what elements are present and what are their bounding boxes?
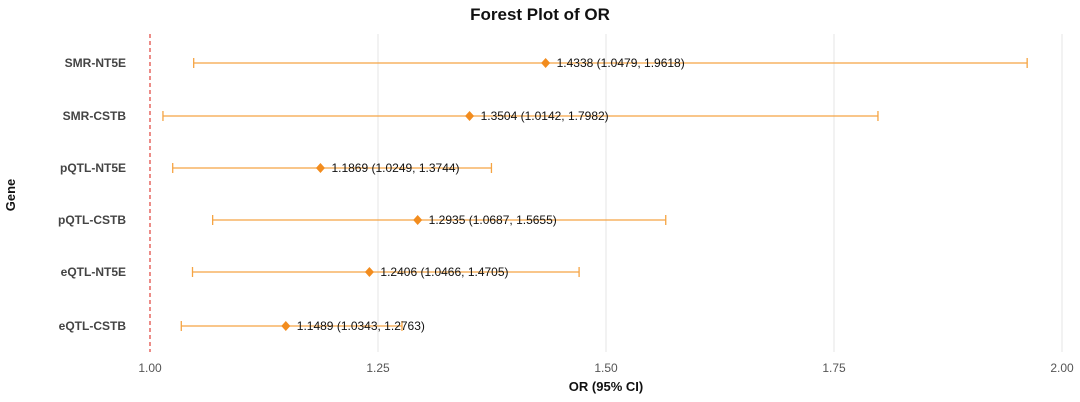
x-axis-label: OR (95% CI) <box>569 379 643 394</box>
chart-title: Forest Plot of OR <box>470 5 610 24</box>
or-point <box>315 163 325 173</box>
data-label: 1.2406 (1.0466, 1.4705) <box>380 265 508 279</box>
y-axis-label: Gene <box>3 179 18 212</box>
or-point <box>465 111 475 121</box>
y-tick-label: SMR-NT5E <box>65 56 126 70</box>
rows: SMR-NT5E 1.4338 (1.0479, 1.9618) SMR-CSTB 1… <box>58 56 1028 333</box>
data-label: 1.2935 (1.0687, 1.5655) <box>429 213 557 227</box>
x-tick-label: 1.00 <box>138 361 162 375</box>
y-tick-label: pQTL-NT5E <box>60 161 126 175</box>
y-tick-label: eQTL-NT5E <box>61 265 126 279</box>
or-point <box>541 58 551 68</box>
or-point <box>413 215 423 225</box>
x-axis-ticks: 1.00 1.25 1.50 1.75 2.00 <box>138 361 1074 375</box>
y-tick-label: pQTL-CSTB <box>58 213 126 227</box>
y-tick-label: SMR-CSTB <box>63 109 127 123</box>
data-label: 1.4338 (1.0479, 1.9618) <box>557 56 685 70</box>
or-point <box>281 321 291 331</box>
x-tick-label: 1.25 <box>366 361 390 375</box>
or-point <box>364 267 374 277</box>
x-tick-label: 1.75 <box>822 361 846 375</box>
data-label: 1.1869 (1.0249, 1.3744) <box>331 161 459 175</box>
data-label: 1.3504 (1.0142, 1.7982) <box>481 109 609 123</box>
x-tick-label: 2.00 <box>1050 361 1074 375</box>
y-tick-label: eQTL-CSTB <box>59 319 127 333</box>
grid-lines <box>377 34 1063 352</box>
data-label: 1.1489 (1.0343, 1.2763) <box>297 319 425 333</box>
x-tick-label: 1.50 <box>594 361 618 375</box>
